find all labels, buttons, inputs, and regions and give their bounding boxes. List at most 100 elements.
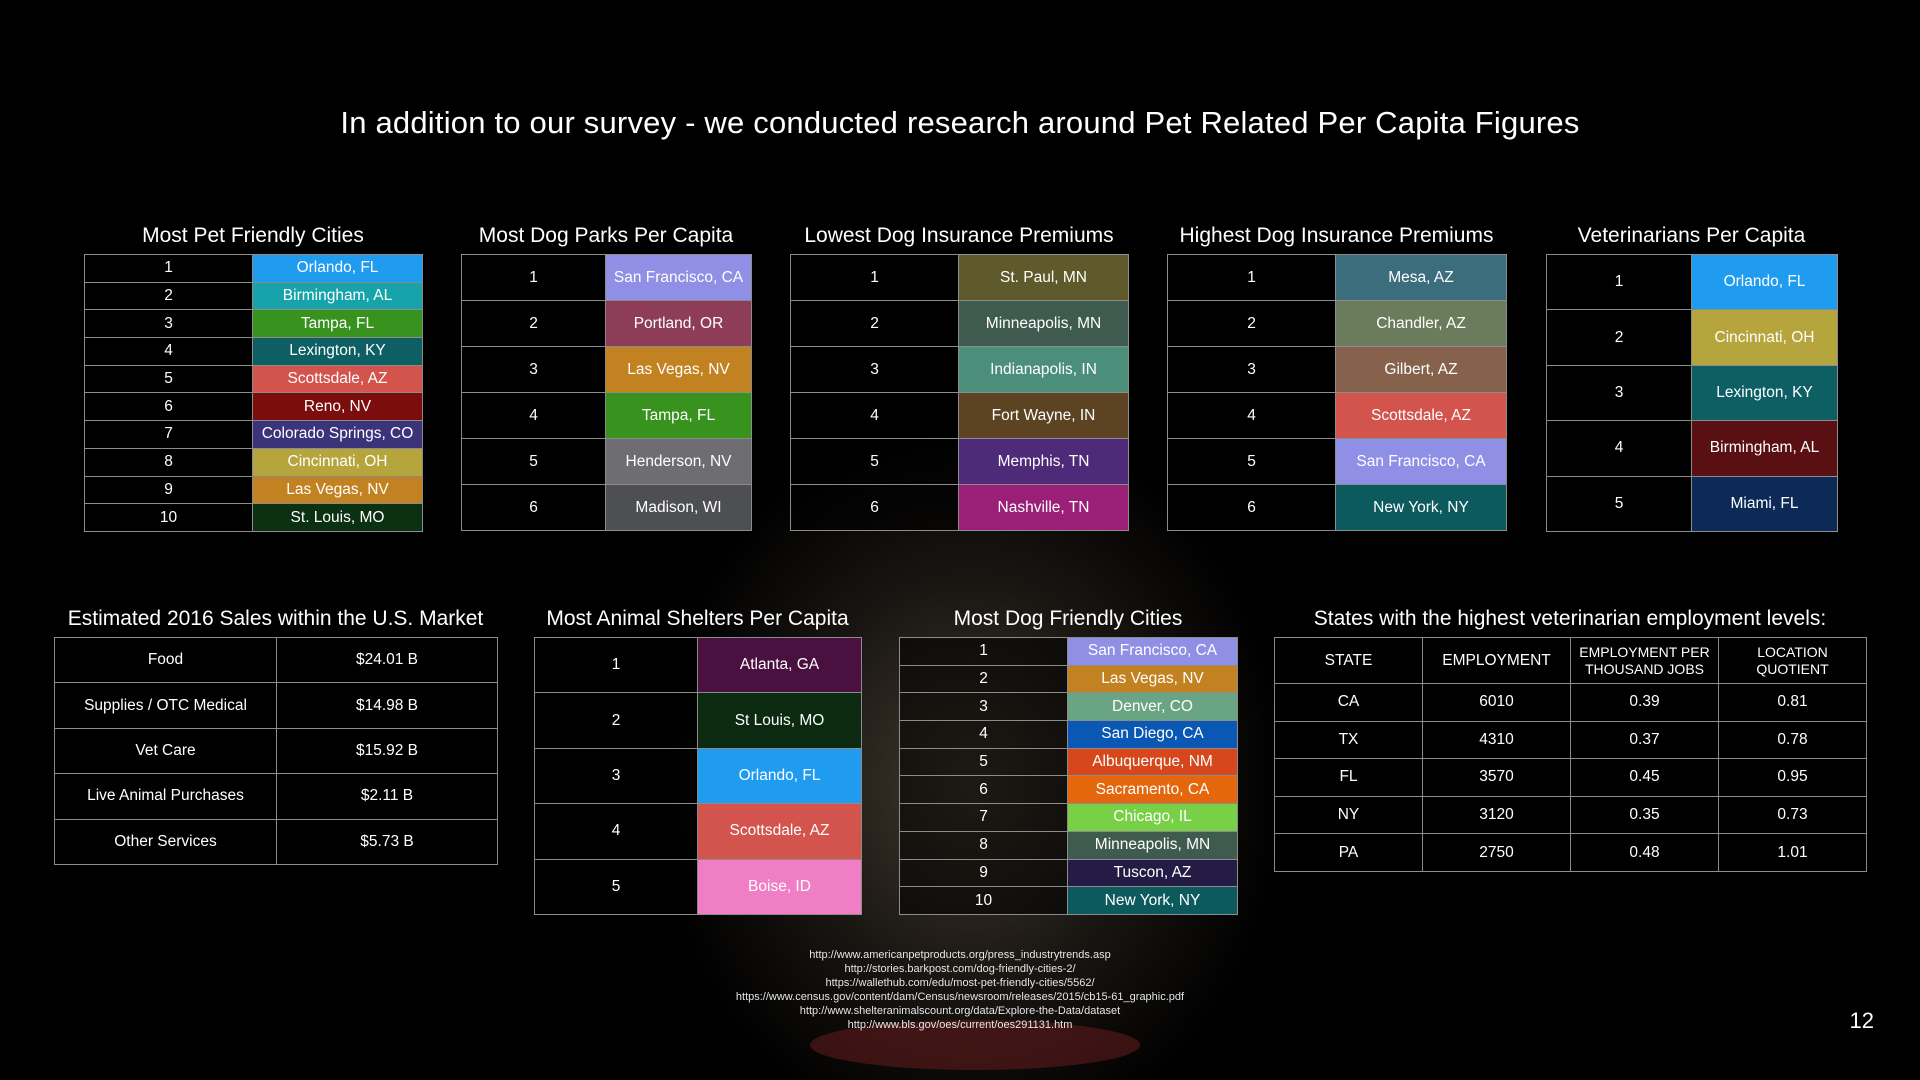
state-cell: FL xyxy=(1274,758,1423,797)
rank-cell: 4 xyxy=(84,337,253,366)
category-cell: Live Animal Purchases xyxy=(54,773,277,820)
sales-value-cell: $5.73 B xyxy=(276,818,498,865)
state-cell: PA xyxy=(1274,833,1423,872)
table-row: 3 Gilbert, AZ xyxy=(1167,346,1507,393)
per-thousand-cell: 0.45 xyxy=(1570,758,1719,797)
block-title: Most Pet Friendly Cities xyxy=(142,224,364,247)
city-cell: Mesa, AZ xyxy=(1335,254,1507,301)
city-cell: Sacramento, CA xyxy=(1067,775,1238,805)
source-link[interactable]: http://www.americanpetproducts.org/press… xyxy=(809,949,1111,961)
table-row: 2 Cincinnati, OH xyxy=(1546,309,1838,366)
source-link[interactable]: http://www.bls.gov/oes/current/oes291131… xyxy=(847,1019,1073,1031)
source-link[interactable]: https://wallethub.com/edu/most-pet-frien… xyxy=(825,977,1095,989)
category-cell: Other Services xyxy=(54,818,277,865)
highest-dog-insurance-table: 1 Mesa, AZ 2 Chandler, AZ 3 Gilbert, AZ 4 Scott… xyxy=(1167,254,1507,531)
rank-cell: 1 xyxy=(84,254,253,283)
city-cell: Scottsdale, AZ xyxy=(697,803,862,860)
city-cell: Gilbert, AZ xyxy=(1335,346,1507,393)
table-row: 2 Chandler, AZ xyxy=(1167,300,1507,347)
rank-cell: 4 xyxy=(1546,420,1692,477)
rank-cell: 9 xyxy=(84,475,253,505)
city-cell: Reno, NV xyxy=(252,392,423,422)
rank-cell: 3 xyxy=(1167,346,1336,393)
city-cell: Portland, OR xyxy=(605,300,752,347)
block-title: Most Animal Shelters Per Capita xyxy=(546,607,849,630)
table-row: 2 Las Vegas, NV xyxy=(899,664,1238,694)
city-cell: Minneapolis, MN xyxy=(1067,830,1238,860)
table-row: 4 Fort Wayne, IN xyxy=(790,392,1129,439)
table-row: 4 Lexington, KY xyxy=(84,337,423,366)
rank-cell: 5 xyxy=(899,747,1068,777)
sales-value-cell: $15.92 B xyxy=(276,727,498,775)
table-row: 5 Miami, FL xyxy=(1546,475,1838,532)
rank-cell: 3 xyxy=(899,692,1068,722)
category-cell: Food xyxy=(54,636,277,684)
city-cell: Boise, ID xyxy=(697,858,862,915)
table-row: 1 Orlando, FL xyxy=(84,254,423,283)
dog-collar xyxy=(810,1020,1140,1070)
column-header: LOCATION QUOTIENT xyxy=(1718,637,1867,684)
table-row: 1 Orlando, FL xyxy=(1546,253,1838,311)
rank-cell: 4 xyxy=(1167,392,1336,439)
table-row: 6 Sacramento, CA xyxy=(899,775,1238,805)
source-link[interactable]: http://stories.barkpost.com/dog-friendly… xyxy=(844,963,1076,975)
table-row: CA 6010 0.39 0.81 xyxy=(1274,683,1867,722)
table-row: 1 Mesa, AZ xyxy=(1167,254,1507,301)
rank-cell: 3 xyxy=(1546,364,1692,422)
slide-title: In addition to our survey - we conducted… xyxy=(340,105,1580,140)
quotient-cell: 0.95 xyxy=(1718,758,1867,797)
city-cell: Las Vegas, NV xyxy=(605,346,752,393)
rank-cell: 1 xyxy=(1546,253,1692,311)
city-cell: Orlando, FL xyxy=(1691,253,1838,311)
table-row: 6 Reno, NV xyxy=(84,392,423,422)
table-row: 4 San Diego, CA xyxy=(899,720,1238,749)
rank-cell: 5 xyxy=(790,438,959,485)
table-row: 5 Boise, ID xyxy=(534,858,862,915)
table-row: 7 Colorado Springs, CO xyxy=(84,420,423,449)
city-cell: Memphis, TN xyxy=(958,438,1129,485)
state-cell: CA xyxy=(1274,683,1423,722)
rank-cell: 4 xyxy=(790,392,959,439)
city-cell: San Francisco, CA xyxy=(1335,438,1507,485)
table-row: 3 Tampa, FL xyxy=(84,309,423,339)
animal-shelters-table: 1 Atlanta, GA 2 St Louis, MO 3 Orlando, FL 4 Sc… xyxy=(534,636,862,915)
rank-cell: 1 xyxy=(461,254,606,301)
rank-cell: 2 xyxy=(1546,309,1692,366)
block-title: Lowest Dog Insurance Premiums xyxy=(804,224,1114,247)
city-cell: New York, NY xyxy=(1067,886,1238,915)
quotient-cell: 0.78 xyxy=(1718,720,1867,760)
table-row: 2 Birmingham, AL xyxy=(84,281,423,311)
city-cell: New York, NY xyxy=(1335,484,1507,531)
city-cell: San Francisco, CA xyxy=(605,254,752,301)
column-header: STATE xyxy=(1274,637,1423,684)
rank-cell: 5 xyxy=(1546,475,1692,532)
rank-cell: 6 xyxy=(1167,484,1336,531)
rank-cell: 6 xyxy=(461,484,606,531)
table-row: 4 Tampa, FL xyxy=(461,392,752,439)
rank-cell: 6 xyxy=(899,775,1068,805)
most-pet-friendly-cities-table: 1 Orlando, FL 2 Birmingham, AL 3 Tampa, FL 4 Le… xyxy=(84,254,423,532)
block-title: Most Dog Parks Per Capita xyxy=(478,224,734,247)
city-cell: Tampa, FL xyxy=(252,309,423,339)
rank-cell: 2 xyxy=(534,692,698,749)
table-row: NY 3120 0.35 0.73 xyxy=(1274,795,1867,835)
table-row: 5 San Francisco, CA xyxy=(1167,438,1507,485)
city-cell: Scottsdale, AZ xyxy=(1335,392,1507,439)
city-cell: Cincinnati, OH xyxy=(252,447,423,477)
table-row: 3 Lexington, KY xyxy=(1546,364,1838,422)
rank-cell: 4 xyxy=(899,720,1068,749)
source-link[interactable]: https://www.census.gov/content/dam/Censu… xyxy=(735,991,1185,1003)
source-link[interactable]: http://www.shelteranimalscount.org/data/… xyxy=(799,1005,1121,1017)
table-row: 2 Minneapolis, MN xyxy=(790,300,1129,347)
rank-cell: 5 xyxy=(84,364,253,394)
sales-value-cell: $2.11 B xyxy=(276,773,498,820)
city-cell: Atlanta, GA xyxy=(697,636,862,694)
table-row: 6 Nashville, TN xyxy=(790,484,1129,531)
city-cell: Albuquerque, NM xyxy=(1067,747,1238,777)
table-row: 2 Portland, OR xyxy=(461,300,752,347)
rank-cell: 7 xyxy=(899,803,1068,832)
rank-cell: 10 xyxy=(899,886,1068,915)
table-row: 4 Scottsdale, AZ xyxy=(1167,392,1507,439)
rank-cell: 5 xyxy=(1167,438,1336,485)
employment-cell: 4310 xyxy=(1422,720,1571,760)
